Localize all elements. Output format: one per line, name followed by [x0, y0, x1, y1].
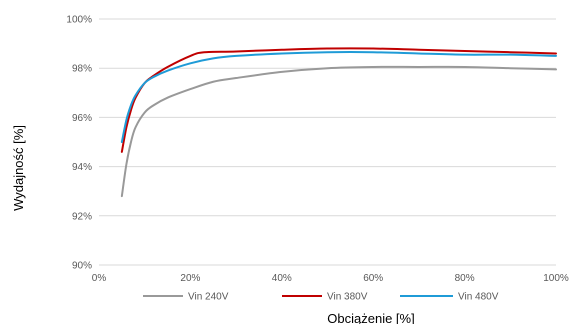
legend-label: Vin 380V [327, 292, 368, 303]
y-tick-label: 92% [72, 211, 92, 222]
series-line-vin-380v [120, 47, 557, 153]
gridlines [99, 18, 556, 266]
x-tick-label: 60% [363, 273, 383, 284]
y-tick-label: 96% [72, 113, 92, 124]
y-tick-label: 98% [72, 64, 92, 75]
data-series [120, 47, 557, 198]
x-tick-label: 0% [92, 273, 107, 284]
x-tick-label: 20% [180, 273, 200, 284]
y-axis-ticks: 90% 92% 94% 96% 98% 100% [66, 15, 92, 272]
x-axis-ticks: 0% 20% 40% 60% 80% 100% [92, 273, 569, 284]
y-axis-title: Wydajność [%] [11, 125, 26, 211]
y-tick-label: 94% [72, 162, 92, 173]
x-tick-label: 40% [272, 273, 292, 284]
legend-label: Vin 240V [188, 292, 229, 303]
y-tick-label: 90% [72, 261, 92, 272]
y-tick-label: 100% [66, 15, 92, 26]
legend: Vin 240V Vin 380V Vin 480V [143, 292, 499, 303]
x-tick-label: 100% [543, 273, 569, 284]
x-axis-title: Obciążenie [%] [327, 311, 414, 324]
series-line-vin-240v [120, 65, 557, 198]
series-line-vin-480v [120, 51, 557, 143]
legend-label: Vin 480V [458, 292, 499, 303]
x-tick-label: 80% [455, 273, 475, 284]
